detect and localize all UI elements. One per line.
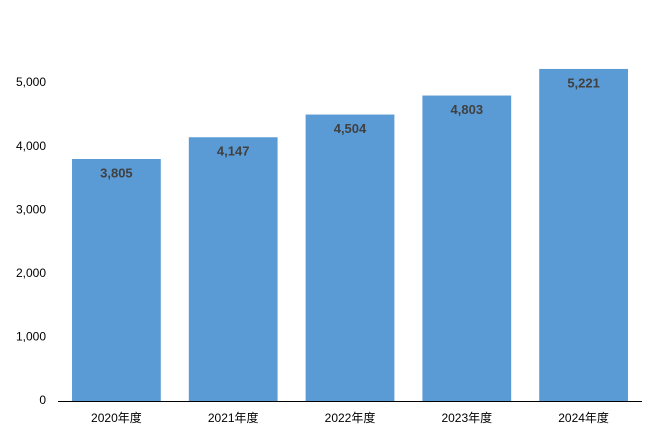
y-tick-label: 0 [39,393,46,407]
y-tick-label: 1,000 [16,330,46,344]
value-label: 4,147 [217,144,250,159]
bar [539,68,628,401]
x-tick-label: 2023年度 [441,410,492,425]
x-tick-label: 2020年度 [91,410,142,425]
y-tick-label: 5,000 [16,75,46,89]
value-label: 3,805 [100,165,133,180]
value-label: 4,504 [334,121,367,136]
y-tick-label: 2,000 [16,266,46,280]
x-tick-label: 2022年度 [325,410,376,425]
x-tick-label: 2024年度 [558,410,609,425]
value-label: 4,803 [451,102,484,117]
y-tick-label: 3,000 [16,202,46,216]
bar [305,114,395,402]
bar [72,159,161,401]
x-tick-label: 2021年度 [208,410,259,425]
bar [422,95,512,401]
value-label: 5,221 [567,75,600,90]
bar [188,137,278,401]
y-tick-label: 4,000 [16,139,46,153]
